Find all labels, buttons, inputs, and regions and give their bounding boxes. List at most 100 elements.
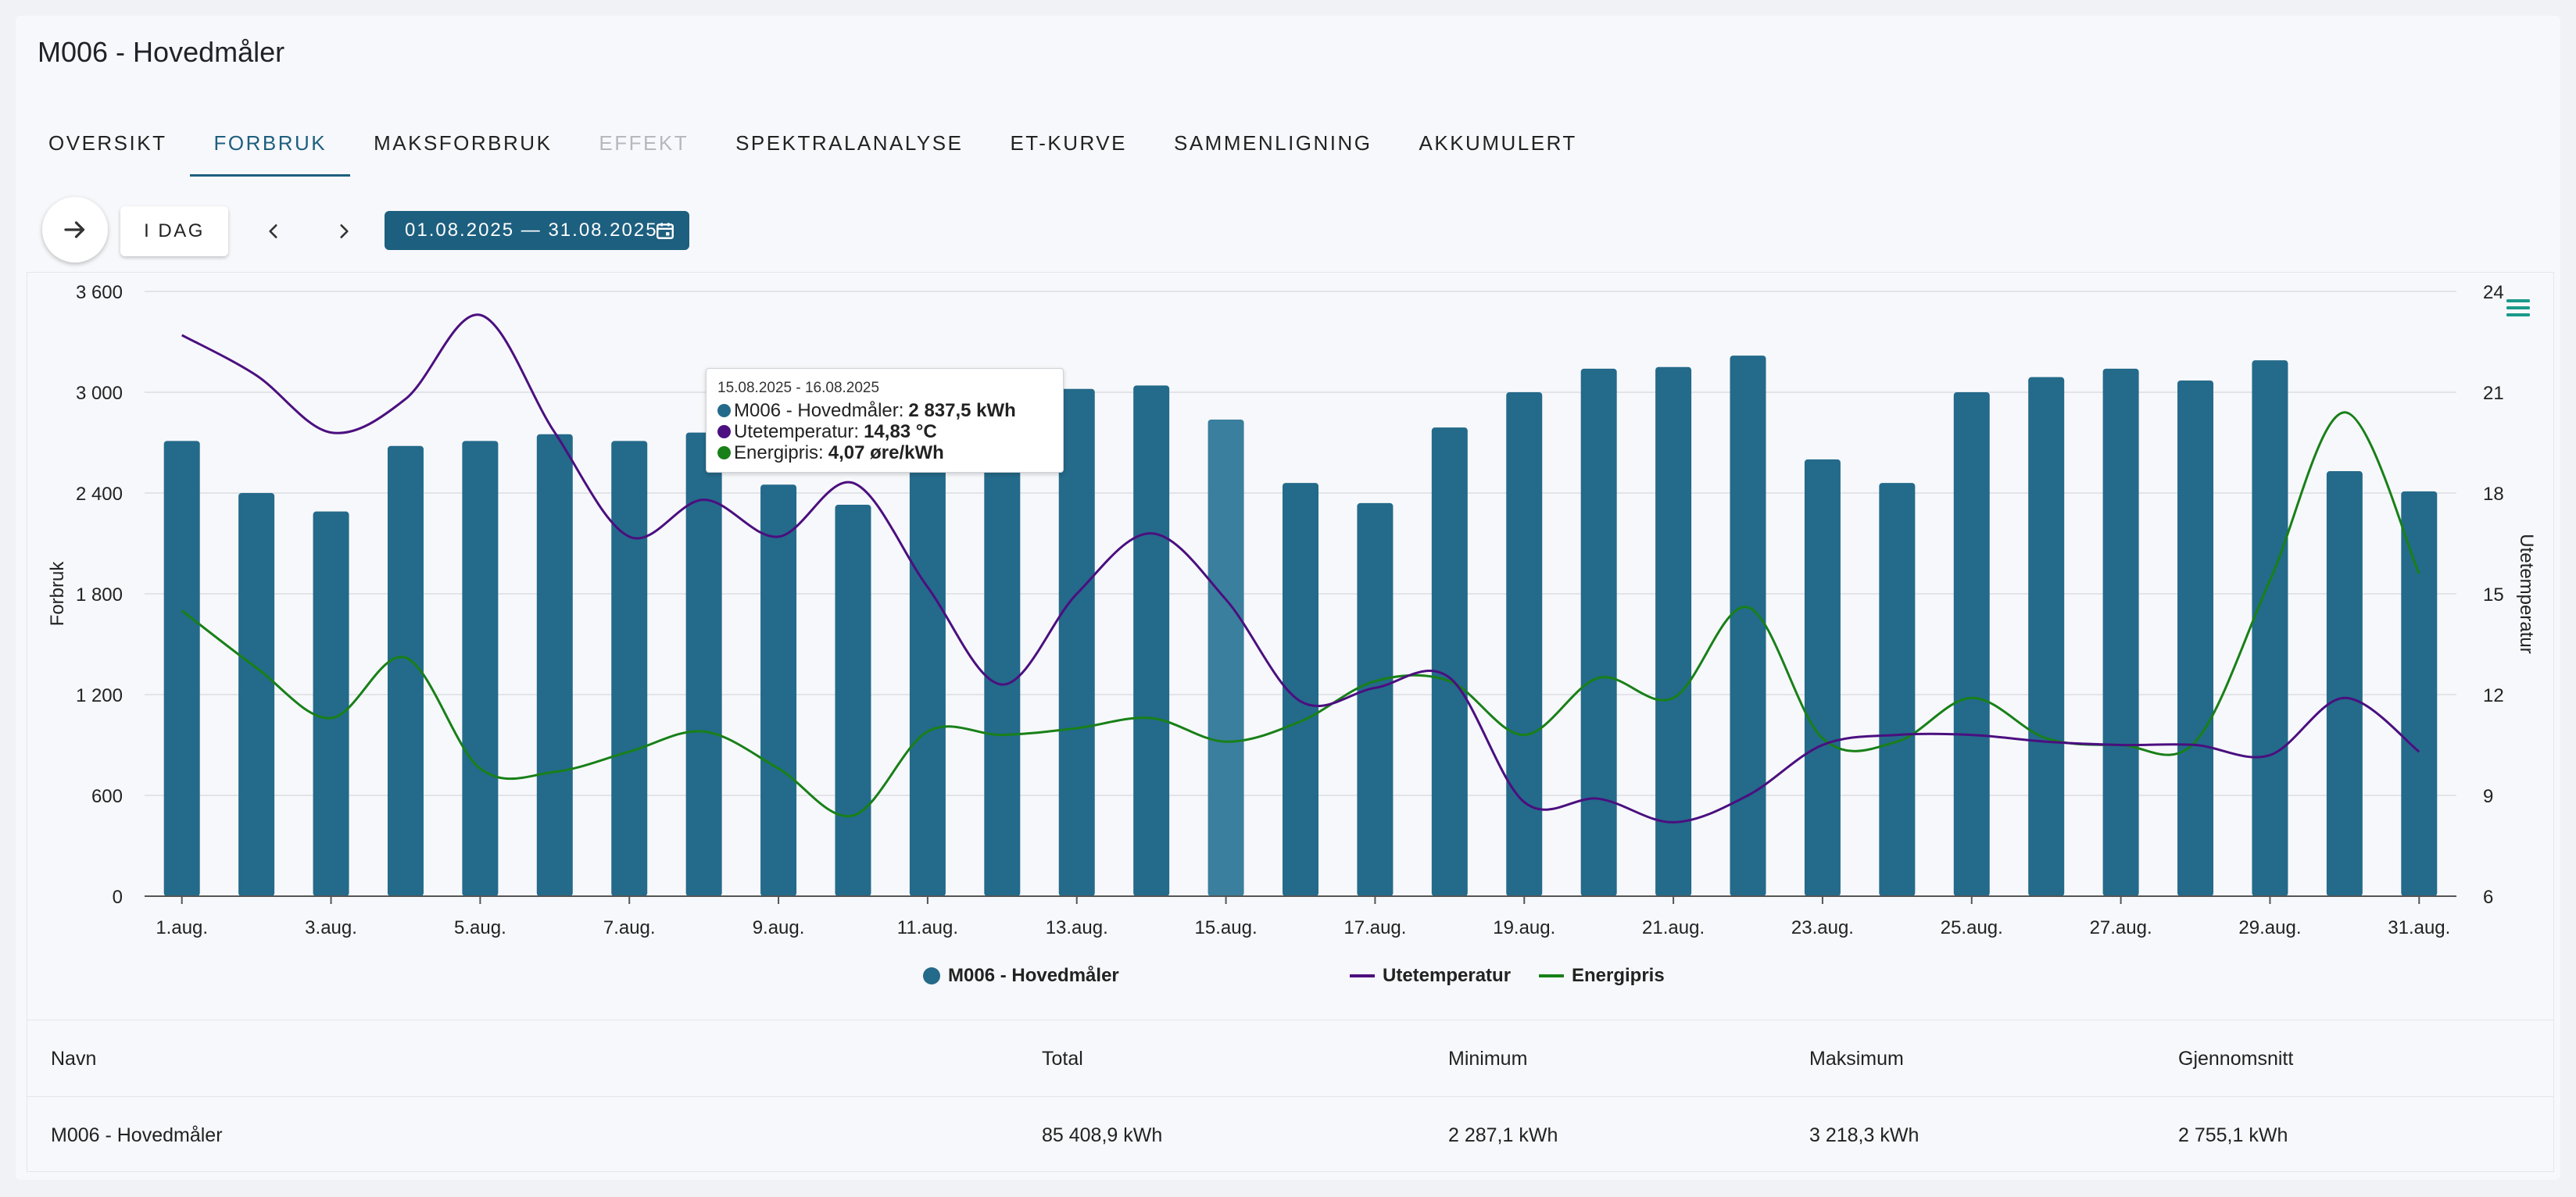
summary-table: Navn Total Minimum Maksimum Gjennomsnitt… — [27, 1020, 2553, 1173]
column-header-minimum: Minimum — [1448, 1047, 1528, 1070]
y2-axis-title: Utetemperatur — [2516, 534, 2537, 653]
x-tick-label: 23.aug. — [1791, 917, 1854, 938]
tab-et-kurve[interactable]: ET-KURVE — [1010, 130, 1127, 155]
legend-item-temperature[interactable]: Utetemperatur — [1350, 960, 1511, 992]
bar — [1283, 483, 1318, 896]
bar — [462, 441, 499, 896]
bar — [1879, 483, 1916, 896]
bar — [909, 442, 946, 896]
series-line-utetemperatur — [181, 313, 2420, 824]
bar — [2177, 380, 2214, 896]
legend-item-meter[interactable]: M006 - Hovedmåler — [923, 960, 1119, 992]
column-header-gjennomsnitt: Gjennomsnitt — [2178, 1047, 2294, 1070]
bar — [1431, 427, 1468, 896]
x-tick-label: 17.aug. — [1343, 917, 1406, 938]
x-tick-label: 25.aug. — [1941, 917, 2003, 938]
go-button[interactable] — [42, 197, 108, 263]
date-range-picker[interactable]: 01.08.2025 — 31.08.2025 — [385, 211, 689, 250]
bar — [685, 432, 722, 896]
tab-maksforbruk[interactable]: MAKSFORBRUK — [374, 130, 553, 155]
tooltip-row-temperature: Utetemperatur: 14,83 °C — [717, 421, 1052, 442]
bar — [1730, 356, 1766, 896]
x-tick-label: 11.aug. — [897, 917, 958, 938]
tooltip-temperature-value: 14,83 °C — [864, 420, 937, 442]
bar — [387, 445, 424, 896]
x-tick-label: 27.aug. — [2090, 917, 2152, 938]
cell-maksimum: 3 218,3 kWh — [1809, 1124, 1919, 1146]
tooltip-temperature-dot — [717, 425, 731, 438]
bar — [2326, 471, 2363, 896]
tab-oversikt[interactable]: OVERSIKT — [48, 130, 167, 155]
y2-tick-label: 12 — [2483, 685, 2504, 706]
x-tick-label: 21.aug. — [1642, 917, 1705, 938]
x-tick-label: 1.aug. — [156, 917, 208, 938]
column-header-total: Total — [1042, 1047, 1083, 1070]
legend-temperature-label: Utetemperatur — [1383, 965, 1512, 986]
calendar-icon — [657, 223, 674, 239]
date-range-label: 01.08.2025 — 31.08.2025 — [405, 220, 658, 241]
tooltip-temperature-label: Utetemperatur: — [734, 420, 860, 442]
bar — [313, 511, 349, 896]
tab-effekt[interactable]: EFFEKT — [599, 130, 689, 155]
x-tick-label: 7.aug. — [603, 917, 656, 938]
x-tick-label: 9.aug. — [753, 917, 805, 938]
x-tick-label: 5.aug. — [454, 917, 506, 938]
y2-tick-label: 18 — [2483, 484, 2504, 505]
legend-price-line — [1539, 974, 1564, 977]
tooltip-meter-label: M006 - Hovedmåler: — [734, 399, 904, 421]
y2-tick-label: 24 — [2483, 282, 2504, 303]
y2-tick-label: 21 — [2483, 383, 2504, 404]
tab-akkumulert[interactable]: AKKUMULERT — [1419, 130, 1577, 155]
y-axis-title: Forbruk — [47, 561, 68, 627]
bar — [2401, 491, 2438, 896]
hamburger-menu-icon[interactable] — [2505, 295, 2533, 323]
arrow-right-icon — [64, 221, 85, 238]
bar — [163, 441, 200, 896]
bar — [1580, 368, 1617, 896]
legend-temperature-line — [1350, 974, 1375, 977]
bar — [1804, 459, 1841, 896]
y-tick-label: 0 — [113, 887, 123, 908]
bar — [1133, 385, 1170, 896]
bar — [238, 493, 275, 896]
y-tick-label: 600 — [91, 786, 123, 807]
bar — [2102, 368, 2139, 896]
today-button[interactable]: I DAG — [120, 206, 228, 256]
consumption-chart: 0 600 1 200 1 800 2 400 3 000 3 600 6 9 12 15 18 21 2… — [47, 282, 2537, 938]
chart-tooltip: 15.08.2025 - 16.08.2025 M006 - Hovedmåle… — [706, 368, 1064, 473]
tab-sammenligning[interactable]: SAMMENLIGNING — [1174, 130, 1372, 155]
tooltip-row-meter: M006 - Hovedmåler: 2 837,5 kWh — [717, 400, 1052, 421]
legend-meter-label: M006 - Hovedmåler — [948, 965, 1119, 986]
tooltip-date: 15.08.2025 - 16.08.2025 — [717, 380, 880, 396]
y-tick-label: 3 000 — [76, 383, 123, 404]
bar — [835, 505, 871, 896]
chevron-right-icon — [340, 224, 349, 238]
bar — [536, 434, 573, 896]
next-period-button[interactable] — [325, 213, 363, 250]
bar — [2028, 377, 2065, 896]
legend-item-price[interactable]: Energipris — [1539, 960, 1665, 992]
y2-tick-label: 6 — [2483, 887, 2493, 908]
bar — [611, 441, 648, 896]
tab-bar: OVERSIKT FORBRUK MAKSFORBRUK EFFEKT SPEK… — [25, 117, 1601, 177]
tooltip-price-label: Energipris: — [734, 441, 824, 463]
column-header-name: Navn — [51, 1047, 97, 1070]
tooltip-price-dot — [717, 446, 731, 459]
previous-period-button[interactable] — [255, 213, 292, 250]
tab-spektralanalyse[interactable]: SPEKTRALANALYSE — [735, 130, 964, 155]
bar — [760, 484, 797, 896]
bar — [2252, 360, 2288, 896]
table-row: M006 - Hovedmåler 85 408,9 kWh 2 287,1 k… — [27, 1096, 2553, 1173]
tooltip-meter-value: 2 837,5 kWh — [908, 399, 1016, 421]
bar — [984, 429, 1021, 896]
bar — [1655, 366, 1692, 896]
cell-total: 85 408,9 kWh — [1042, 1124, 1163, 1146]
bar — [1506, 392, 1543, 896]
page-title: M006 - Hovedmåler — [38, 36, 285, 68]
x-tick-label: 19.aug. — [1493, 917, 1555, 938]
y2-tick-label: 15 — [2483, 584, 2504, 606]
legend-price-label: Energipris — [1572, 965, 1665, 986]
y2-tick-label: 9 — [2483, 786, 2493, 807]
tab-forbruk[interactable]: FORBRUK — [190, 117, 350, 177]
column-header-maksimum: Maksimum — [1809, 1047, 1904, 1070]
